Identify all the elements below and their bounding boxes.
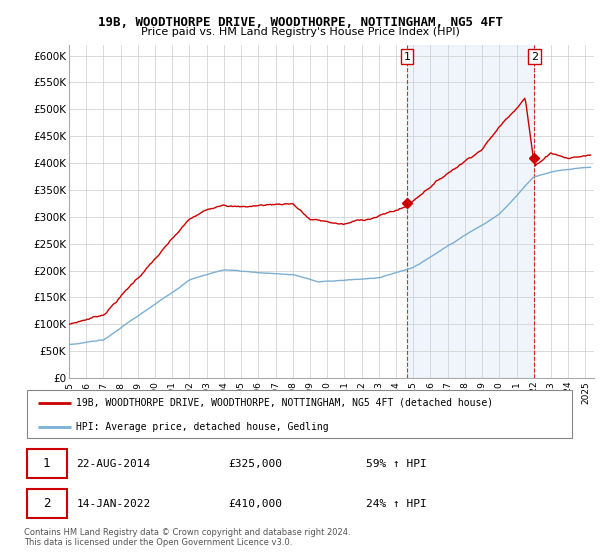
Text: 59% ↑ HPI: 59% ↑ HPI <box>366 459 427 469</box>
Text: HPI: Average price, detached house, Gedling: HPI: Average price, detached house, Gedl… <box>76 422 329 432</box>
FancyBboxPatch shape <box>27 489 67 518</box>
Text: Price paid vs. HM Land Registry's House Price Index (HPI): Price paid vs. HM Land Registry's House … <box>140 27 460 37</box>
Text: £325,000: £325,000 <box>228 459 282 469</box>
Text: 19B, WOODTHORPE DRIVE, WOODTHORPE, NOTTINGHAM, NG5 4FT: 19B, WOODTHORPE DRIVE, WOODTHORPE, NOTTI… <box>97 16 503 29</box>
Text: £410,000: £410,000 <box>228 498 282 508</box>
Text: 14-JAN-2022: 14-JAN-2022 <box>76 498 151 508</box>
Text: 1: 1 <box>43 457 50 470</box>
FancyBboxPatch shape <box>27 390 572 437</box>
Text: 2: 2 <box>43 497 50 510</box>
Text: 24% ↑ HPI: 24% ↑ HPI <box>366 498 427 508</box>
Text: 22-AUG-2014: 22-AUG-2014 <box>76 459 151 469</box>
Bar <box>407 45 535 378</box>
Text: 19B, WOODTHORPE DRIVE, WOODTHORPE, NOTTINGHAM, NG5 4FT (detached house): 19B, WOODTHORPE DRIVE, WOODTHORPE, NOTTI… <box>76 398 494 408</box>
Text: 1: 1 <box>404 52 410 62</box>
Text: Contains HM Land Registry data © Crown copyright and database right 2024.
This d: Contains HM Land Registry data © Crown c… <box>24 528 350 548</box>
Text: 2: 2 <box>531 52 538 62</box>
FancyBboxPatch shape <box>27 449 67 478</box>
